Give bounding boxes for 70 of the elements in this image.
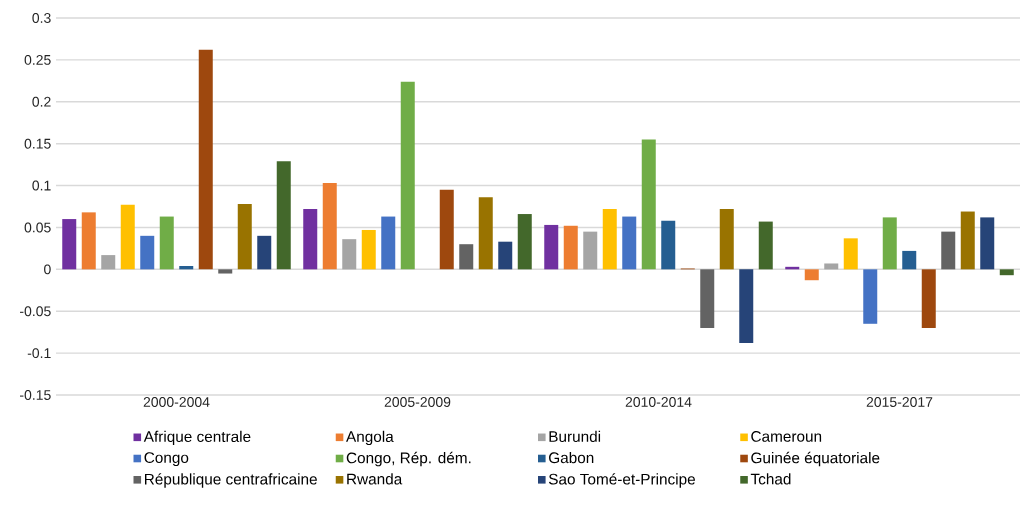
legend-label: Rwanda [347,473,403,485]
bar [81,212,96,270]
bar [902,250,917,270]
bar [381,216,396,270]
bar [700,269,715,328]
bar [400,81,415,270]
bar [517,214,532,270]
legend-label: République centrafricaine [145,473,317,488]
bar [303,209,318,270]
bar [622,216,637,270]
bar [758,221,773,270]
x-tick-label: 2010-2014 [625,397,692,407]
legend-label: Congo, Rép. dém. [346,451,471,467]
y-tick-label: -0.05 [20,306,51,317]
bar [140,235,155,270]
bar [498,241,513,270]
bar [804,269,819,281]
x-tick-label: 2005-2009 [384,397,451,407]
bar [661,220,676,270]
bar [459,244,474,270]
x-tick-label: 2000-2004 [143,397,210,407]
legend-label: Guinée équatoriale [751,451,880,467]
y-tick-label: 0 [44,264,51,275]
bar [999,269,1014,276]
bar [257,235,272,270]
legend-label: Angola [346,430,394,446]
bar [843,238,858,270]
bar [198,49,213,270]
bar [563,225,578,270]
y-tick-label: 0.3 [32,13,51,23]
y-tick-label: 0.25 [24,54,51,65]
bar [863,269,878,324]
bar [719,209,734,270]
bar [101,255,116,270]
legend-label: Cameroun [751,430,822,442]
legend-label: Tchad [750,473,791,485]
y-tick-label: 0.05 [24,222,51,233]
bar [159,216,174,270]
bar [921,269,936,328]
bar [602,209,617,270]
bar [583,231,598,270]
bar [641,139,656,270]
y-tick-label: -0.1 [27,348,51,359]
bar [120,204,135,270]
y-tick-label: 0.15 [24,138,51,149]
bar [824,263,839,270]
legend-label: Afrique centrale [143,430,251,446]
y-tick-label: -0.15 [20,390,51,400]
bar [882,217,897,270]
legend-label: Gabon [549,451,594,464]
x-tick-label: 2015-2017 [866,397,933,407]
bar [478,197,493,270]
y-tick-label: 0.1 [32,180,51,191]
legend-label: Sao Tomé-et-Principe [548,473,695,488]
bar [544,224,559,270]
bar [960,211,975,270]
bar [980,217,995,270]
bar [218,269,233,274]
bar [739,269,754,344]
y-tick-label: 0.2 [32,96,51,107]
bar [361,229,376,270]
bar [342,239,357,270]
bar [237,203,252,270]
legend-label: Burundi [549,430,601,443]
bar [941,231,956,270]
bar [439,189,454,270]
bar [276,161,291,270]
bar [62,219,77,270]
legend-label: Congo [144,452,189,467]
bar [322,183,337,270]
